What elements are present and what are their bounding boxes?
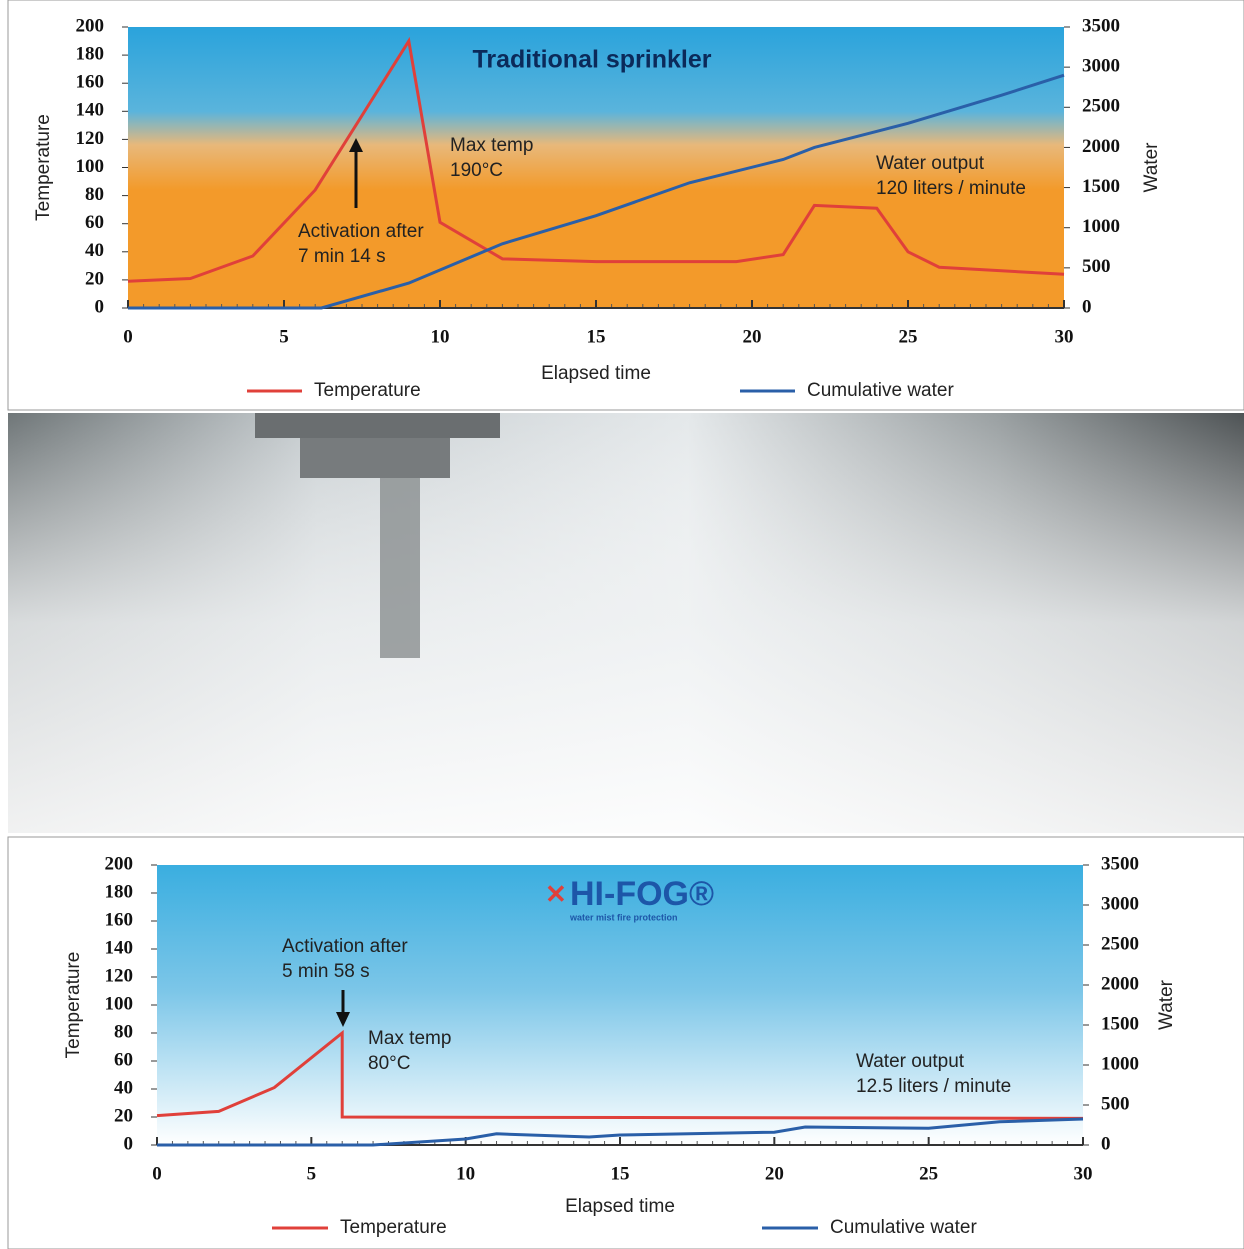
y2-tick-label: 500	[1082, 256, 1111, 277]
annotation: 120 liters / minute	[876, 178, 1026, 199]
y2-tick-label: 3000	[1101, 893, 1139, 914]
y2-tick-label: 0	[1101, 1133, 1111, 1154]
y-tick-label: 180	[76, 43, 105, 64]
annotation: Water output	[876, 153, 985, 174]
y2-tick-label: 3000	[1082, 56, 1120, 77]
x-tick-label: 20	[743, 326, 762, 347]
y2-tick-label: 1000	[1101, 1053, 1139, 1074]
x-tick-label: 30	[1055, 326, 1074, 347]
annotation: 12.5 liters / minute	[856, 1076, 1011, 1097]
y2-tick-label: 3500	[1101, 853, 1139, 874]
x-tick-label: 15	[611, 1163, 630, 1184]
series-line	[127, 36, 1065, 283]
logo-tagline: water mist fire protection	[569, 912, 678, 922]
annotation: 190°C	[450, 160, 503, 181]
annotation: Activation after	[282, 936, 408, 957]
y-tick-label: 40	[85, 240, 104, 261]
x-tick-label: 5	[279, 326, 289, 347]
annotation: 80°C	[368, 1053, 410, 1074]
x-tick-label: 0	[123, 326, 133, 347]
y-axis-label: Temperature	[33, 114, 54, 221]
legend-label: Temperature	[340, 1217, 447, 1238]
x-tick-label: 10	[431, 326, 450, 347]
x-tick-label: 25	[899, 326, 918, 347]
annotation: Max temp	[368, 1028, 451, 1049]
y-tick-label: 120	[105, 965, 134, 986]
y-tick-label: 60	[114, 1049, 133, 1070]
annotation: Activation after	[298, 221, 424, 242]
series-line	[156, 1029, 1084, 1120]
y2-tick-label: 2000	[1101, 973, 1139, 994]
x-tick-label: 10	[456, 1163, 475, 1184]
y-tick-label: 120	[76, 128, 105, 149]
y2-axis-label: Water	[1156, 979, 1177, 1030]
y-tick-label: 0	[124, 1133, 134, 1154]
series-line	[157, 1117, 1084, 1147]
legend-label: Cumulative water	[830, 1217, 977, 1238]
y-tick-label: 80	[114, 1021, 133, 1042]
y-tick-label: 160	[76, 72, 105, 93]
y2-tick-label: 0	[1082, 296, 1092, 317]
y2-axis-label: Water	[1141, 142, 1162, 193]
y2-tick-label: 2000	[1082, 136, 1120, 157]
y2-tick-label: 2500	[1101, 933, 1139, 954]
y2-tick-label: 500	[1101, 1093, 1130, 1114]
y-tick-label: 180	[105, 881, 134, 902]
y-tick-label: 0	[95, 296, 105, 317]
x-axis-label: Elapsed time	[565, 1196, 675, 1217]
y-axis-label: Temperature	[63, 952, 84, 1059]
chart-title: Traditional sprinkler	[473, 46, 712, 74]
annotation: 5 min 58 s	[282, 961, 370, 982]
series-line	[128, 73, 1065, 310]
plot-background	[157, 865, 1083, 1145]
x-tick-label: 0	[152, 1163, 162, 1184]
y-tick-label: 20	[114, 1105, 133, 1126]
x-tick-label: 25	[919, 1163, 938, 1184]
arrows	[336, 138, 363, 1027]
y2-tick-label: 1000	[1082, 216, 1120, 237]
y-tick-label: 80	[85, 184, 104, 205]
y-tick-label: 160	[105, 909, 134, 930]
x-tick-label: 30	[1074, 1163, 1093, 1184]
x-tick-label: 20	[765, 1163, 784, 1184]
annotation: Water output	[856, 1051, 965, 1072]
photo	[8, 413, 1244, 833]
y-tick-label: 20	[85, 268, 104, 289]
y-tick-label: 200	[76, 15, 105, 36]
y-tick-label: 60	[85, 212, 104, 233]
logo-mark: ✕	[545, 879, 567, 909]
y-tick-label: 100	[76, 156, 105, 177]
y-tick-label: 140	[105, 937, 134, 958]
legend-label: Temperature	[314, 380, 421, 401]
y2-tick-label: 3500	[1082, 15, 1120, 36]
y-tick-label: 40	[114, 1077, 133, 1098]
annotation: 7 min 14 s	[298, 246, 386, 267]
x-tick-label: 15	[587, 326, 606, 347]
y-tick-label: 140	[76, 100, 105, 121]
y-tick-label: 200	[105, 853, 134, 874]
annotation: Max temp	[450, 135, 533, 156]
x-tick-label: 5	[307, 1163, 317, 1184]
y2-tick-label: 2500	[1082, 96, 1120, 117]
x-axis-label: Elapsed time	[541, 363, 651, 384]
y2-tick-label: 1500	[1082, 176, 1120, 197]
logo: HI-FOG®	[570, 875, 714, 913]
y-tick-label: 100	[105, 993, 134, 1014]
y2-tick-label: 1500	[1101, 1013, 1139, 1034]
legend-label: Cumulative water	[807, 380, 954, 401]
